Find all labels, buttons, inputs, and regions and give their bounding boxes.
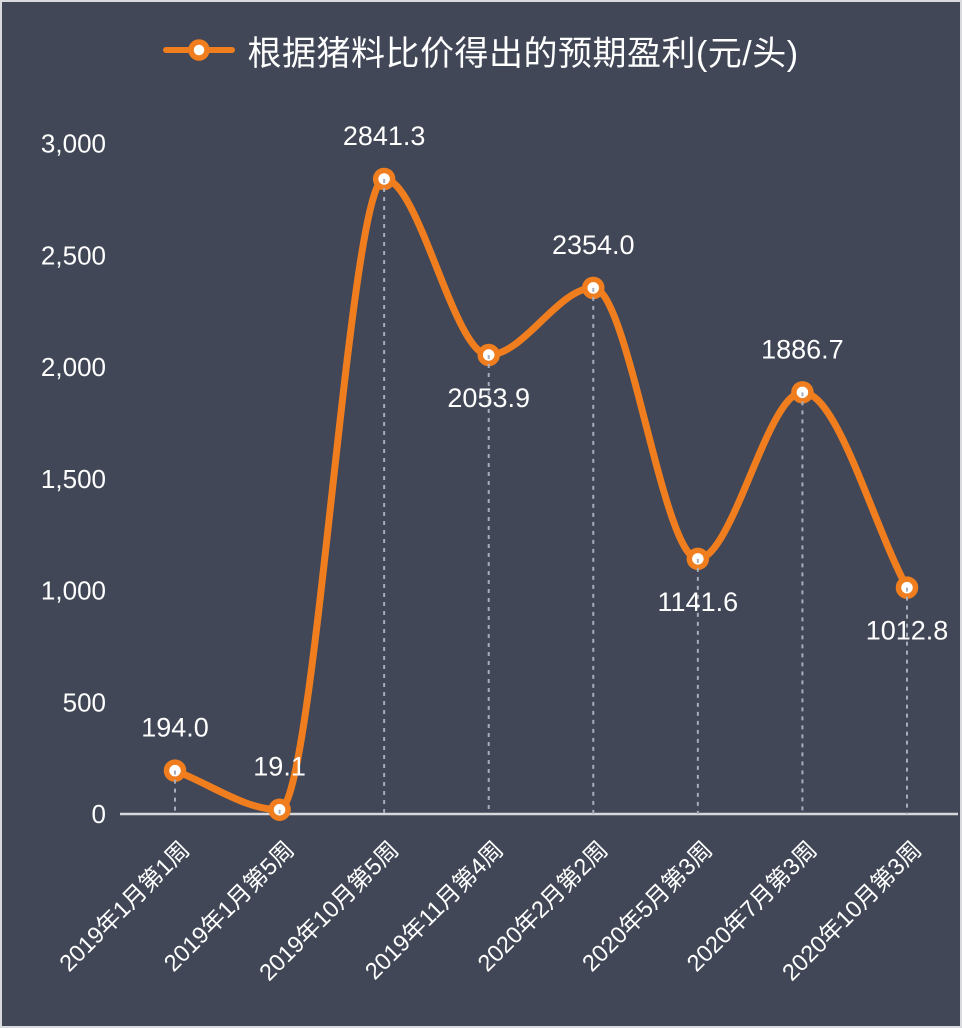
y-axis-tick-label: 2,500 — [41, 240, 106, 270]
value-label: 2354.0 — [552, 230, 635, 260]
chart-title: 根据猪料比价得出的预期盈利(元/头) — [247, 34, 799, 73]
value-label: 1141.6 — [658, 587, 739, 617]
series-legend-marker-icon — [163, 39, 236, 61]
y-axis-tick-label: 500 — [63, 687, 106, 717]
value-label: 19.1 — [253, 752, 306, 782]
chart-legend: 根据猪料比价得出的预期盈利(元/头) — [2, 24, 960, 76]
value-label: 1012.8 — [866, 616, 949, 646]
value-label: 194.0 — [141, 713, 209, 743]
y-axis-tick-label: 3,000 — [41, 129, 106, 159]
y-axis-tick-label: 1,500 — [41, 464, 106, 494]
value-label: 1886.7 — [761, 334, 844, 364]
value-label: 2841.3 — [343, 121, 426, 151]
y-axis-tick-label: 2,000 — [41, 352, 106, 382]
value-label: 2053.9 — [447, 383, 530, 413]
y-axis-tick-label: 0 — [92, 799, 106, 829]
legend-marker-dot — [188, 39, 211, 61]
series-line — [171, 175, 911, 814]
y-axis-tick-label: 1,000 — [41, 576, 106, 606]
